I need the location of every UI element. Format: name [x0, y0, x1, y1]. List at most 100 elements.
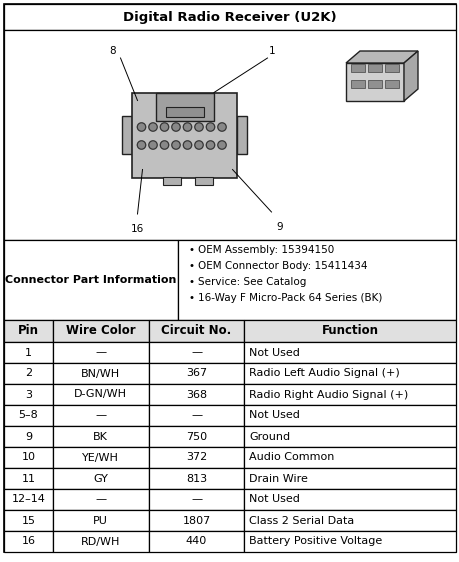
Bar — [384, 64, 398, 72]
Bar — [166, 107, 203, 116]
Text: Wire Color: Wire Color — [66, 324, 135, 338]
Circle shape — [194, 123, 203, 131]
Bar — [244, 510, 455, 531]
Bar — [4, 447, 53, 468]
Bar — [148, 363, 244, 384]
Bar — [53, 384, 148, 405]
Bar — [53, 531, 148, 552]
Bar — [244, 468, 455, 489]
Bar — [350, 64, 364, 72]
Bar — [132, 93, 237, 178]
Bar — [244, 531, 455, 552]
Bar — [53, 426, 148, 447]
Bar — [53, 489, 148, 510]
Text: 1: 1 — [25, 347, 32, 357]
Text: Function: Function — [321, 324, 378, 338]
Text: Connector Part Information: Connector Part Information — [6, 275, 176, 285]
Text: BK: BK — [93, 432, 108, 442]
Circle shape — [148, 123, 157, 131]
Bar — [178, 240, 455, 320]
Text: 5–8: 5–8 — [18, 410, 38, 420]
Text: Not Used: Not Used — [249, 347, 300, 357]
Bar — [4, 342, 53, 363]
Text: 368: 368 — [185, 389, 207, 400]
Bar — [53, 342, 148, 363]
Text: 440: 440 — [185, 537, 207, 546]
Bar — [244, 405, 455, 426]
Text: 2: 2 — [25, 369, 32, 378]
Bar — [148, 405, 244, 426]
Text: •: • — [188, 261, 194, 271]
Bar — [4, 4, 455, 30]
Text: 1: 1 — [269, 46, 275, 56]
Bar — [367, 64, 381, 72]
Bar — [162, 176, 180, 184]
Polygon shape — [345, 51, 417, 63]
Text: 16-Way F Micro-Pack 64 Series (BK): 16-Way F Micro-Pack 64 Series (BK) — [197, 293, 381, 303]
Polygon shape — [403, 51, 417, 101]
Text: 3: 3 — [25, 389, 32, 400]
Bar — [4, 320, 53, 342]
Bar — [4, 489, 53, 510]
Bar — [53, 468, 148, 489]
Bar — [195, 176, 213, 184]
Text: Service: See Catalog: Service: See Catalog — [197, 277, 306, 287]
Circle shape — [160, 123, 168, 131]
Circle shape — [194, 141, 203, 149]
Bar — [4, 405, 53, 426]
Bar — [244, 426, 455, 447]
Circle shape — [137, 141, 146, 149]
Bar — [122, 116, 132, 154]
Text: Drain Wire: Drain Wire — [249, 474, 308, 483]
Circle shape — [217, 123, 226, 131]
Bar — [4, 468, 53, 489]
Text: Audio Common: Audio Common — [249, 452, 334, 463]
Bar — [148, 384, 244, 405]
Text: •: • — [188, 277, 194, 287]
Text: Circuit No.: Circuit No. — [161, 324, 231, 338]
Bar — [244, 342, 455, 363]
Text: Not Used: Not Used — [249, 495, 300, 505]
Text: YE/WH: YE/WH — [82, 452, 119, 463]
Text: Radio Left Audio Signal (+): Radio Left Audio Signal (+) — [249, 369, 399, 378]
Text: PU: PU — [93, 515, 108, 525]
Text: Pin: Pin — [18, 324, 39, 338]
Text: —: — — [95, 410, 106, 420]
Text: 9: 9 — [25, 432, 32, 442]
Bar — [148, 320, 244, 342]
Text: Class 2 Serial Data: Class 2 Serial Data — [249, 515, 354, 525]
Text: Ground: Ground — [249, 432, 290, 442]
Bar — [4, 426, 53, 447]
Text: 11: 11 — [22, 474, 35, 483]
Text: D-GN/WH: D-GN/WH — [74, 389, 127, 400]
Bar — [237, 116, 247, 154]
Text: 8: 8 — [109, 46, 116, 56]
Text: —: — — [190, 410, 202, 420]
Bar — [156, 93, 213, 120]
Text: 813: 813 — [185, 474, 207, 483]
Circle shape — [206, 141, 214, 149]
Text: 15: 15 — [22, 515, 35, 525]
Bar — [148, 510, 244, 531]
Bar — [244, 447, 455, 468]
Circle shape — [137, 123, 146, 131]
Bar — [4, 363, 53, 384]
Text: Digital Radio Receiver (U2K): Digital Radio Receiver (U2K) — [123, 11, 336, 24]
Bar — [244, 320, 455, 342]
Text: —: — — [190, 347, 202, 357]
Text: 1807: 1807 — [182, 515, 210, 525]
Bar — [4, 531, 53, 552]
Text: 372: 372 — [185, 452, 207, 463]
Text: BN/WH: BN/WH — [81, 369, 120, 378]
Text: RD/WH: RD/WH — [81, 537, 120, 546]
Text: Not Used: Not Used — [249, 410, 300, 420]
Bar — [367, 80, 381, 88]
Circle shape — [171, 141, 180, 149]
Circle shape — [148, 141, 157, 149]
Bar — [53, 363, 148, 384]
Bar — [53, 447, 148, 468]
Bar — [244, 384, 455, 405]
Bar — [4, 30, 455, 240]
Bar — [148, 531, 244, 552]
Text: —: — — [95, 347, 106, 357]
